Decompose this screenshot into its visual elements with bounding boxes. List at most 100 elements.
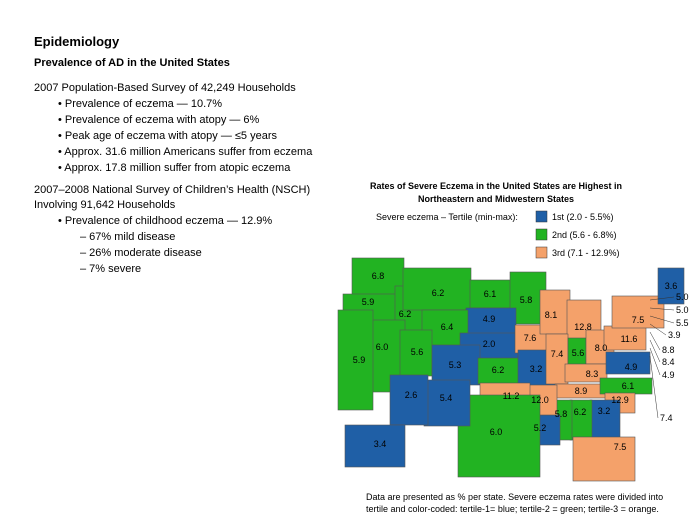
state: [569, 399, 593, 441]
state-value: 5.9: [353, 355, 366, 365]
legend-label: 1st (2.0 - 5.5%): [552, 212, 614, 222]
state-value: 11.2: [503, 391, 520, 401]
bullet: • Prevalence of childhood eczema — 12.9%: [58, 215, 273, 227]
state-value: 8.1: [545, 310, 558, 320]
callout-line: [649, 331, 661, 351]
state-value: 12.0: [531, 395, 549, 405]
callout-line: [649, 347, 661, 376]
state-value: 6.8: [372, 271, 385, 281]
bullet: • Peak age of eczema with atopy — ≤5 yea…: [58, 130, 277, 142]
bullet: • Approx. 31.6 million Americans suffer …: [58, 146, 313, 158]
callout-line: [649, 296, 675, 301]
callout-value: 8.4: [662, 357, 675, 367]
state-value: 5.6: [572, 348, 585, 358]
callout-value: 5.0: [676, 305, 689, 315]
state-value: 5.8: [520, 295, 533, 305]
state-value: 5.9: [362, 297, 375, 307]
state-value: 5.3: [449, 360, 462, 370]
state-value: 5.6: [411, 347, 424, 357]
state: [603, 325, 647, 351]
callout-value: 4.9: [662, 370, 675, 380]
state: [465, 307, 517, 335]
state: [589, 399, 621, 441]
state-value: 6.4: [441, 322, 454, 332]
sub-bullet: – 67% mild disease: [80, 231, 176, 243]
state: [431, 344, 481, 386]
callout-value: 3.9: [668, 330, 681, 340]
bullet: • Prevalence of eczema with atopy — 6%: [58, 114, 260, 126]
state-value: 6.2: [399, 309, 412, 319]
state-value: 3.6: [665, 281, 678, 291]
state-value: 6.2: [432, 288, 445, 298]
legend-swatch: [535, 228, 548, 241]
callout-line: [649, 355, 659, 419]
state-value: 8.9: [575, 386, 588, 396]
map-title: Northeastern and Midwestern States: [418, 194, 574, 204]
state: [389, 374, 429, 426]
callout-line: [649, 339, 661, 363]
state-value: 7.4: [551, 349, 564, 359]
map-note: Data are presented as % per state. Sever…: [366, 492, 663, 502]
state-value: 3.2: [598, 406, 611, 416]
title: Epidemiology: [34, 34, 120, 49]
state-value: 7.5: [632, 315, 645, 325]
bullet: • Prevalence of eczema — 10.7%: [58, 98, 223, 110]
state-value: 12.8: [574, 322, 592, 332]
state-value: 6.1: [484, 289, 497, 299]
sub-bullet: – 26% moderate disease: [80, 247, 202, 259]
state: [611, 295, 665, 329]
state: [457, 394, 541, 478]
subtitle: Prevalence of AD in the United States: [34, 57, 230, 69]
state-value: 8.0: [595, 343, 608, 353]
state-value: 6.1: [622, 381, 635, 391]
state-value: 7.6: [524, 333, 537, 343]
legend-label: 2nd (5.6 - 6.8%): [552, 230, 617, 240]
state-value: 5.8: [555, 409, 568, 419]
bullet: • Approx. 17.8 million suffer from atopi…: [58, 162, 291, 174]
state-value: 3.2: [530, 364, 543, 374]
section-heading: 2007–2008 National Survey of Children’s …: [34, 184, 311, 196]
map-note: tertile and color-coded: tertile-1= blue…: [366, 504, 659, 514]
state-value: 11.6: [621, 334, 638, 344]
state: [539, 289, 571, 335]
state: [402, 267, 472, 311]
callout-line: [649, 323, 667, 336]
legend-swatch: [535, 246, 548, 259]
legend-swatch: [535, 210, 548, 223]
callout-value: 8.8: [662, 345, 675, 355]
state-value: 6.0: [490, 427, 503, 437]
state-value: 3.4: [374, 439, 387, 449]
section-heading: 2007 Population-Based Survey of 42,249 H…: [34, 82, 296, 94]
state: [344, 424, 406, 468]
state: [423, 379, 471, 427]
state-value: 6.2: [574, 407, 587, 417]
sub-bullet: – 7% severe: [80, 263, 142, 275]
state: [337, 309, 374, 411]
state: [605, 351, 651, 375]
state-value: 4.9: [483, 314, 496, 324]
state-value: 7.5: [614, 442, 627, 452]
state-value: 4.9: [625, 362, 638, 372]
map-title: Rates of Severe Eczema in the United Sta…: [370, 181, 622, 191]
state-value: 5.2: [534, 423, 547, 433]
state-value: 8.3: [586, 369, 599, 379]
state: [469, 279, 516, 309]
state-value: 6.0: [376, 342, 389, 352]
state-value: 2.6: [405, 390, 418, 400]
legend-title: Severe eczema – Tertile (min-max):: [376, 212, 518, 222]
state-value: 5.4: [440, 393, 453, 403]
section-heading: Involving 91,642 Households: [34, 199, 176, 211]
state-value: 12.9: [611, 395, 629, 405]
state: [572, 436, 636, 482]
state-value: 6.2: [492, 365, 505, 375]
state: [657, 267, 685, 305]
state-value: 2.0: [483, 339, 496, 349]
callout-line: [649, 307, 675, 311]
callout-value: 5.0: [676, 292, 689, 302]
callout-value: 7.4: [660, 413, 673, 423]
legend-label: 3rd (7.1 - 12.9%): [552, 248, 620, 258]
callout-line: [649, 315, 675, 324]
callout-value: 5.5: [676, 318, 689, 328]
